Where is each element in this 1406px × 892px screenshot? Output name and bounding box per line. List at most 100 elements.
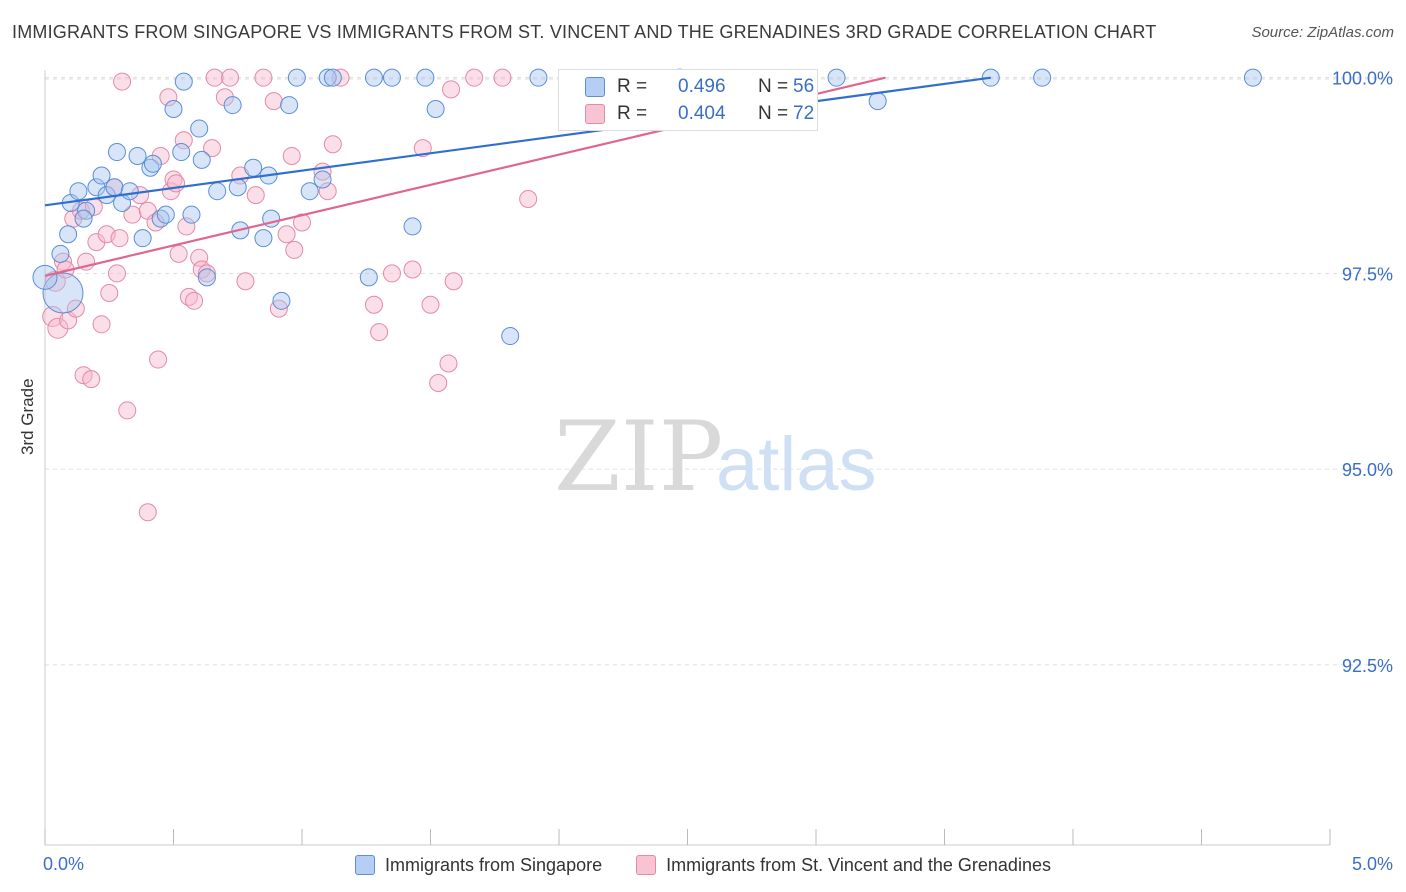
stats-swatch-svg — [585, 104, 605, 124]
data-point — [51, 244, 70, 263]
data-point — [416, 68, 435, 87]
data-point — [277, 225, 296, 244]
data-point — [318, 68, 337, 87]
data-point — [42, 305, 64, 327]
data-point — [105, 178, 124, 197]
data-point — [197, 264, 216, 283]
data-point — [208, 182, 227, 201]
data-point — [254, 68, 273, 87]
data-point — [133, 229, 152, 248]
data-point — [69, 182, 88, 201]
y-tick-label: 97.5% — [1342, 264, 1393, 284]
data-point — [120, 182, 139, 201]
data-point — [313, 170, 332, 189]
data-point — [364, 68, 383, 87]
data-point — [203, 139, 222, 158]
data-point — [403, 217, 422, 236]
data-point — [244, 158, 263, 177]
data-point — [272, 291, 291, 310]
data-point — [382, 68, 401, 87]
data-point — [215, 88, 234, 107]
axes — [44, 70, 1331, 846]
data-point — [107, 143, 126, 162]
data-point — [100, 283, 119, 302]
data-point — [285, 240, 304, 259]
data-point — [143, 154, 162, 173]
data-point — [364, 295, 383, 314]
data-point — [113, 72, 132, 91]
data-point — [318, 182, 337, 201]
data-point — [442, 80, 461, 99]
data-point — [359, 268, 378, 287]
tick-labels: 100.0% 97.5% 95.0% 92.5% 0.0% 5.0% — [43, 69, 1393, 874]
data-point — [413, 139, 432, 158]
stats-r-label: R = — [617, 103, 648, 124]
stats-n-value-singapore: 56 — [793, 76, 815, 97]
data-point — [439, 354, 458, 373]
data-point — [138, 503, 157, 522]
data-point — [82, 370, 101, 389]
stats-r-value-svg: 0.404 — [678, 103, 726, 124]
data-point — [151, 146, 170, 165]
stats-swatch-singapore — [585, 77, 605, 97]
data-point — [197, 268, 216, 287]
data-point — [287, 68, 306, 87]
data-point — [529, 68, 548, 87]
data-point — [331, 68, 350, 87]
data-point — [1033, 68, 1052, 87]
data-point — [156, 205, 175, 224]
data-point — [32, 264, 58, 290]
data-point — [223, 96, 242, 115]
trend-lines — [44, 76, 991, 277]
y-tick-label: 92.5% — [1342, 656, 1393, 676]
legend-swatch-svg — [636, 855, 657, 875]
data-point — [280, 96, 299, 115]
data-point — [519, 190, 538, 209]
data-point — [264, 92, 283, 111]
data-point — [205, 68, 224, 87]
data-point — [246, 186, 265, 205]
y-tick-label: 100.0% — [1332, 69, 1393, 89]
data-point — [123, 205, 142, 224]
data-point — [92, 315, 111, 334]
data-point — [300, 182, 319, 201]
data-point — [172, 143, 191, 162]
legend-item-svg[interactable]: Immigrants from St. Vincent and the Gren… — [636, 855, 1051, 876]
legend-item-singapore[interactable]: Immigrants from Singapore — [355, 855, 602, 876]
data-point — [370, 323, 389, 342]
data-point — [827, 68, 846, 87]
data-point — [465, 68, 484, 87]
watermark-zip: ZIP — [554, 401, 723, 513]
data-point — [118, 401, 137, 420]
data-point — [228, 178, 247, 197]
legend-swatch-singapore — [355, 855, 376, 875]
data-point — [236, 272, 255, 291]
data-point — [59, 225, 78, 244]
data-point — [323, 68, 342, 87]
data-point — [128, 146, 147, 165]
data-point — [74, 209, 93, 228]
x-tick-label: 0.0% — [43, 854, 84, 874]
legend: Immigrants from Singapore Immigrants fro… — [0, 850, 1406, 880]
data-point — [421, 295, 440, 314]
x-tick-label: 5.0% — [1352, 854, 1393, 874]
stats-n-value-svg: 72 — [793, 103, 815, 124]
data-point — [868, 92, 887, 111]
data-point — [164, 99, 183, 118]
source-label: Source: ZipAtlas.com — [1251, 24, 1394, 41]
stats-r-label: R = — [617, 76, 648, 97]
data-point — [177, 217, 196, 236]
watermark-atlas: atlas — [716, 422, 877, 507]
data-point — [323, 135, 342, 154]
data-point — [1243, 68, 1262, 87]
data-point — [429, 374, 448, 393]
data-point — [92, 166, 111, 185]
data-point — [501, 327, 520, 346]
stats-box: R = 0.496 N = 56 R = 0.404 N = 72 — [558, 69, 818, 131]
data-point — [382, 264, 401, 283]
data-point — [149, 350, 168, 369]
trend-line — [44, 76, 991, 207]
data-point — [190, 248, 209, 267]
data-point — [174, 72, 193, 91]
